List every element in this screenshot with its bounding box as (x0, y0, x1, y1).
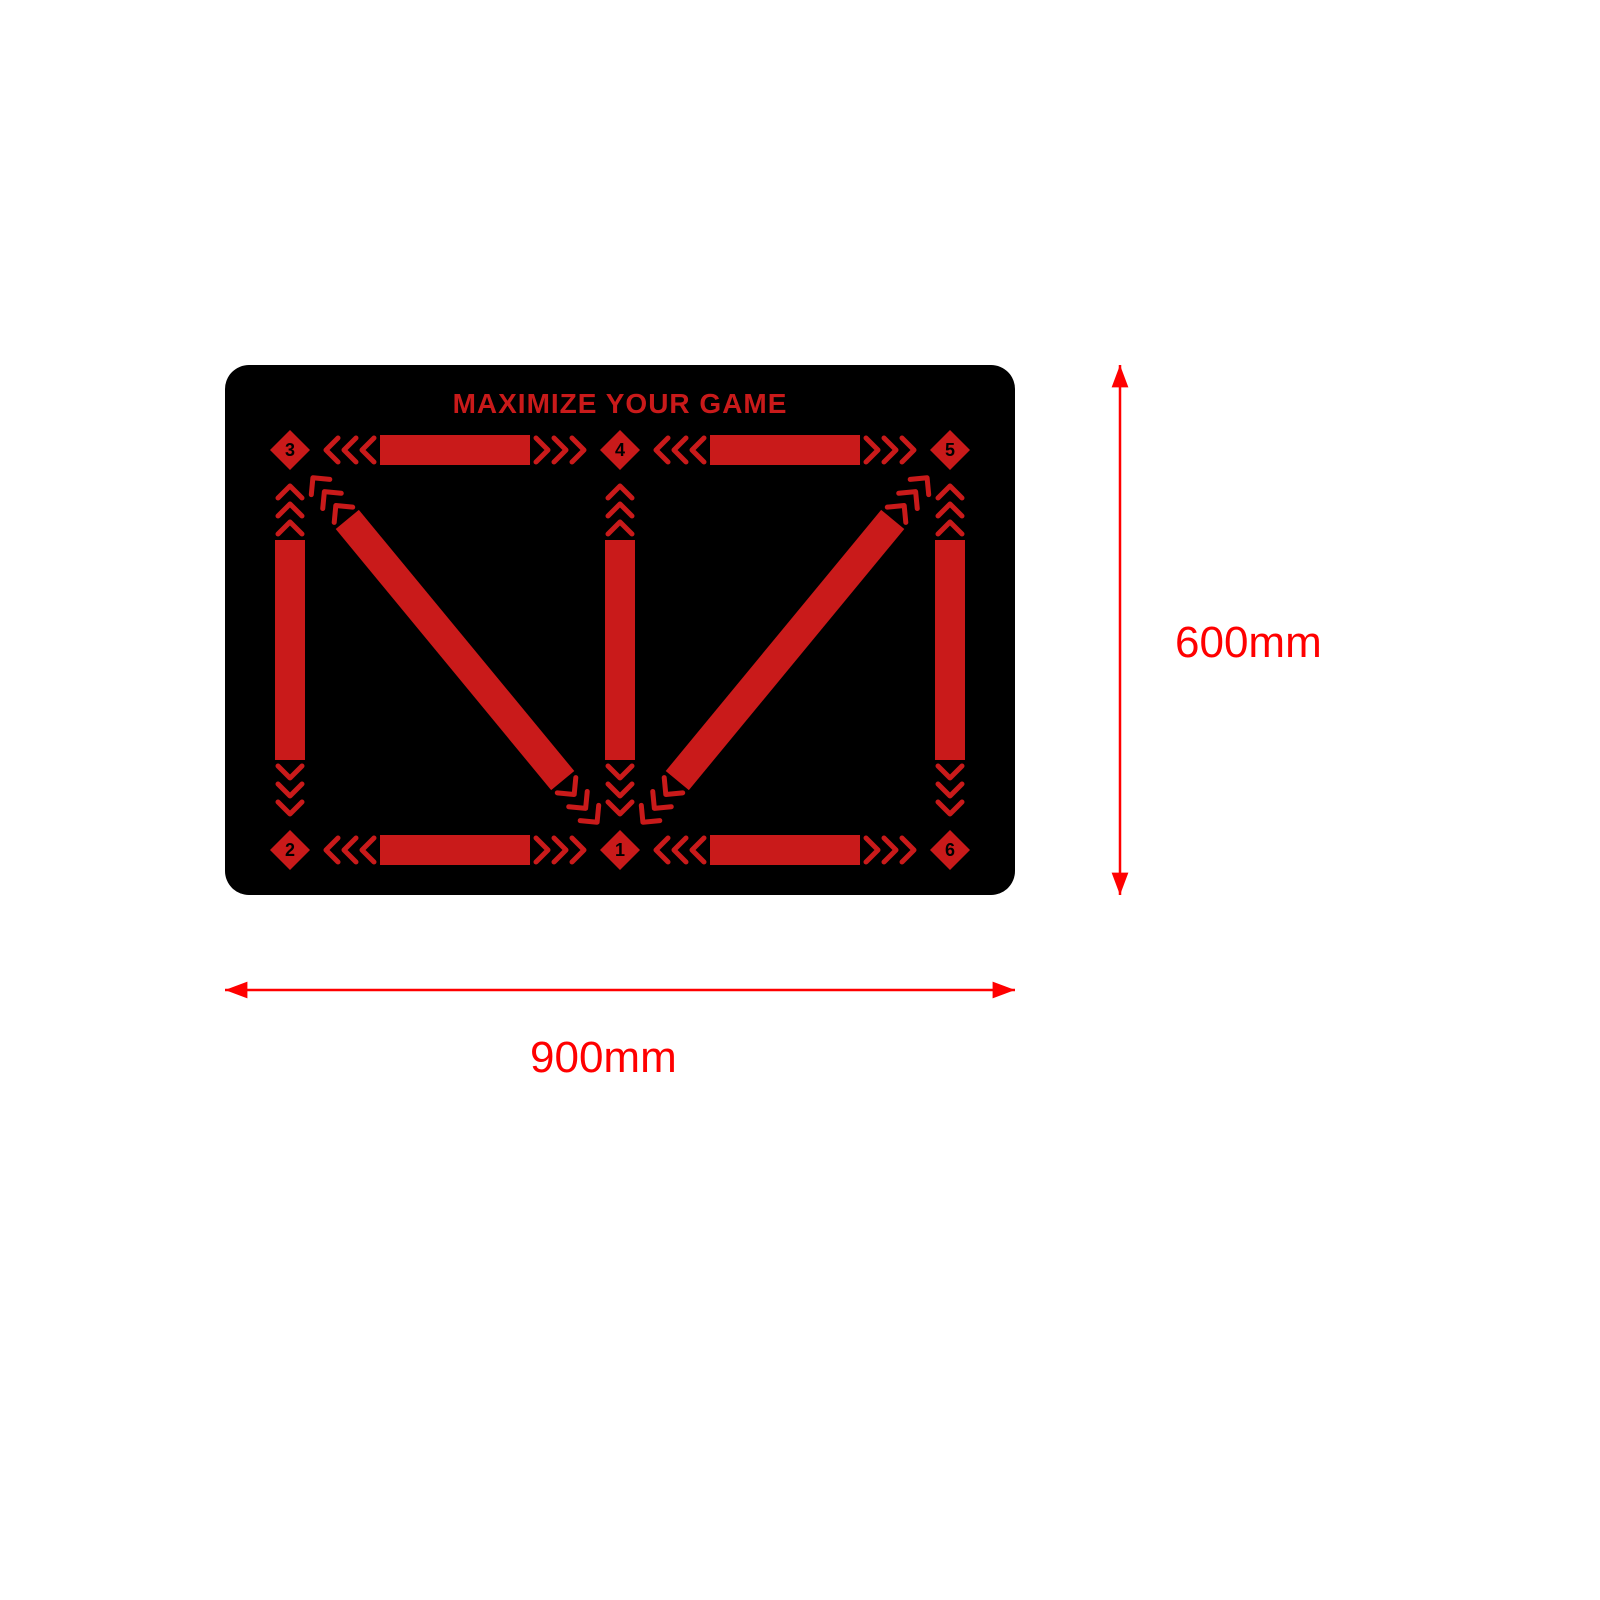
width-dimension-label: 900mm (530, 1033, 677, 1083)
dimension-arrowhead (1112, 365, 1129, 387)
dimension-arrowhead (993, 982, 1015, 999)
height-dimension-label: 600mm (1175, 618, 1322, 668)
diagram-canvas: MAXIMIZE YOUR GAME123456 900mm 600mm (0, 0, 1600, 1600)
dimension-svg (0, 0, 1600, 1600)
dimension-arrowhead (1112, 873, 1129, 895)
dimension-arrowhead (225, 982, 247, 999)
